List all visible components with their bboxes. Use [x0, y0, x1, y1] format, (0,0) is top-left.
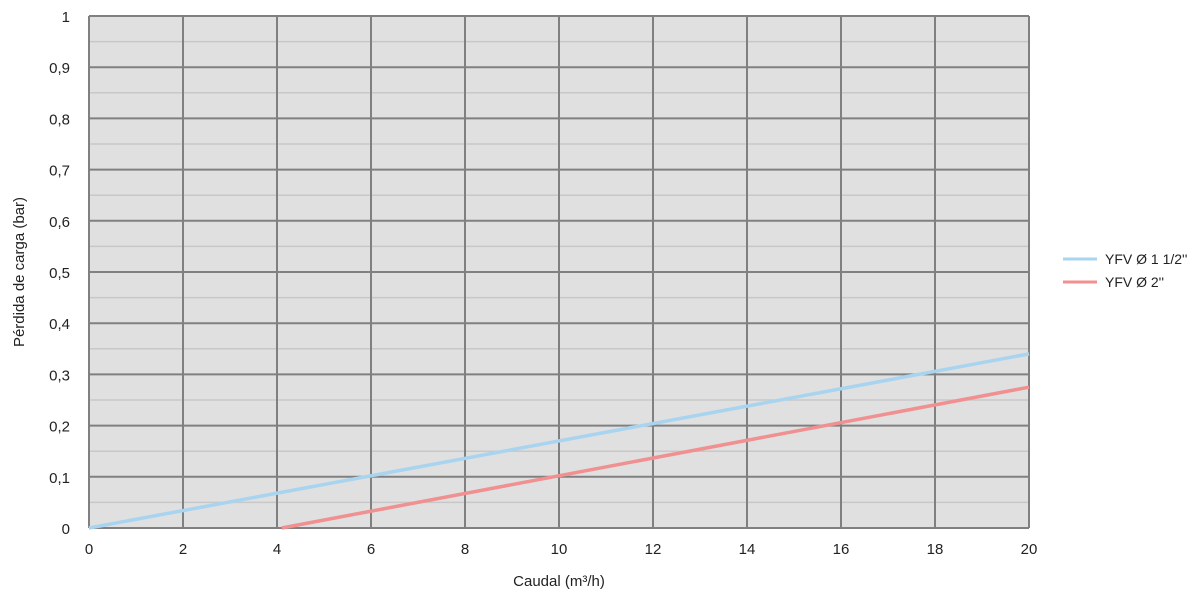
x-axis-label: Caudal (m³/h) [513, 573, 605, 590]
x-tick-label: 2 [179, 541, 187, 558]
series-line-1 [281, 385, 1030, 530]
y-tick-label: 0,8 [49, 111, 70, 128]
y-tick-label: 0,7 [49, 163, 70, 180]
y-tick-label: 0,4 [49, 316, 70, 333]
x-tick-label: 4 [273, 541, 281, 558]
y-tick-label: 0,9 [49, 60, 70, 77]
x-axis-ticks: 0 2 4 6 8 10 12 14 16 18 20 [85, 541, 1038, 558]
legend: YFV Ø 1 1/2'' YFV Ø 2'' [1063, 251, 1187, 290]
x-tick-label: 20 [1021, 541, 1038, 558]
x-tick-label: 8 [461, 541, 469, 558]
y-tick-label: 1 [62, 9, 70, 26]
y-tick-label: 0,1 [49, 470, 70, 487]
y-tick-label: 0 [62, 521, 70, 538]
x-tick-label: 6 [367, 541, 375, 558]
y-tick-label: 0,6 [49, 214, 70, 231]
major-gridlines [88, 15, 1030, 529]
legend-label-0: YFV Ø 1 1/2'' [1105, 251, 1187, 267]
y-tick-label: 0,5 [49, 265, 70, 282]
x-tick-label: 12 [645, 541, 662, 558]
series-line-0 [88, 352, 1030, 530]
y-tick-label: 0,3 [49, 367, 70, 384]
x-tick-label: 18 [927, 541, 944, 558]
y-tick-label: 0,2 [49, 419, 70, 436]
legend-label-1: YFV Ø 2'' [1105, 274, 1164, 290]
x-tick-label: 14 [739, 541, 756, 558]
x-tick-label: 16 [833, 541, 850, 558]
x-tick-label: 0 [85, 541, 93, 558]
x-tick-label: 10 [551, 541, 568, 558]
series-lines [88, 352, 1030, 530]
y-axis-label: Pérdida de carga (bar) [11, 197, 28, 347]
y-axis-ticks: 0 0,1 0,2 0,3 0,4 0,5 0,6 0,7 0,8 0,9 1 [49, 9, 70, 538]
